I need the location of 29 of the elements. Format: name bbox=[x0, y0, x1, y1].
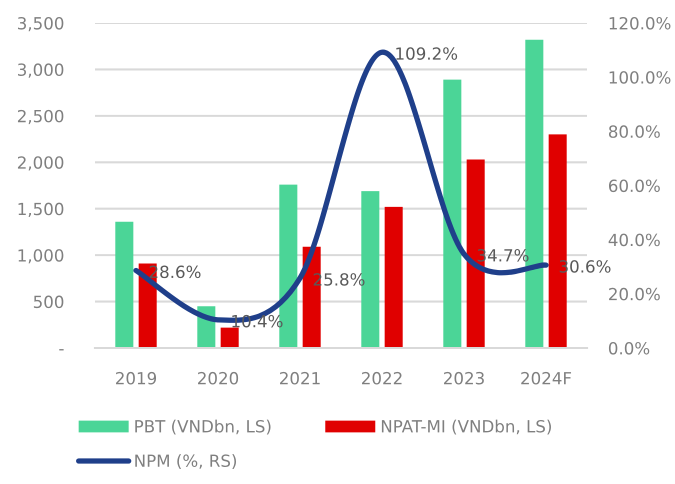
y2-tick-label: 0.0% bbox=[608, 342, 650, 355]
legend-label: PBT (VNDbn, LS) bbox=[135, 420, 271, 435]
x-tick-label: 2023 bbox=[444, 372, 484, 385]
x-tick-label: 2024F bbox=[521, 372, 572, 385]
y-tick-label: 3,500 bbox=[18, 16, 64, 32]
y-tick-label: 1,000 bbox=[18, 249, 64, 264]
y-tick-label: 2,500 bbox=[18, 110, 64, 124]
x-tick-label: 2020 bbox=[198, 372, 238, 385]
data-label: 109.2% bbox=[396, 47, 458, 60]
x-tick-label: 2021 bbox=[280, 372, 320, 385]
x-tick-label: 2019 bbox=[116, 372, 156, 385]
x-tick-label: 2022 bbox=[362, 372, 402, 385]
y2-tick-label: 40.0% bbox=[608, 234, 660, 246]
legend-label: NPM (%, RS) bbox=[135, 454, 236, 469]
y2-tick-label: 100.0% bbox=[610, 71, 670, 84]
bar bbox=[220, 328, 239, 348]
y-tick-label: - bbox=[59, 349, 64, 350]
y2-tick-label: 80.0% bbox=[608, 125, 660, 138]
y-tick-label: 500 bbox=[34, 296, 64, 308]
y-tick-label: 2,000 bbox=[18, 156, 64, 171]
bar bbox=[115, 222, 134, 348]
legend-label: NPAT-MI (VNDbn, LS) bbox=[382, 420, 551, 435]
y-tick-label: 3,000 bbox=[18, 63, 64, 78]
y2-tick-label: 20.0% bbox=[609, 288, 660, 300]
y2-tick-label: 120.0% bbox=[610, 16, 670, 30]
y2-tick-label: 60.0% bbox=[608, 179, 660, 192]
bar bbox=[384, 206, 403, 348]
bar bbox=[443, 80, 462, 348]
y-tick-label: 1,500 bbox=[18, 202, 64, 217]
